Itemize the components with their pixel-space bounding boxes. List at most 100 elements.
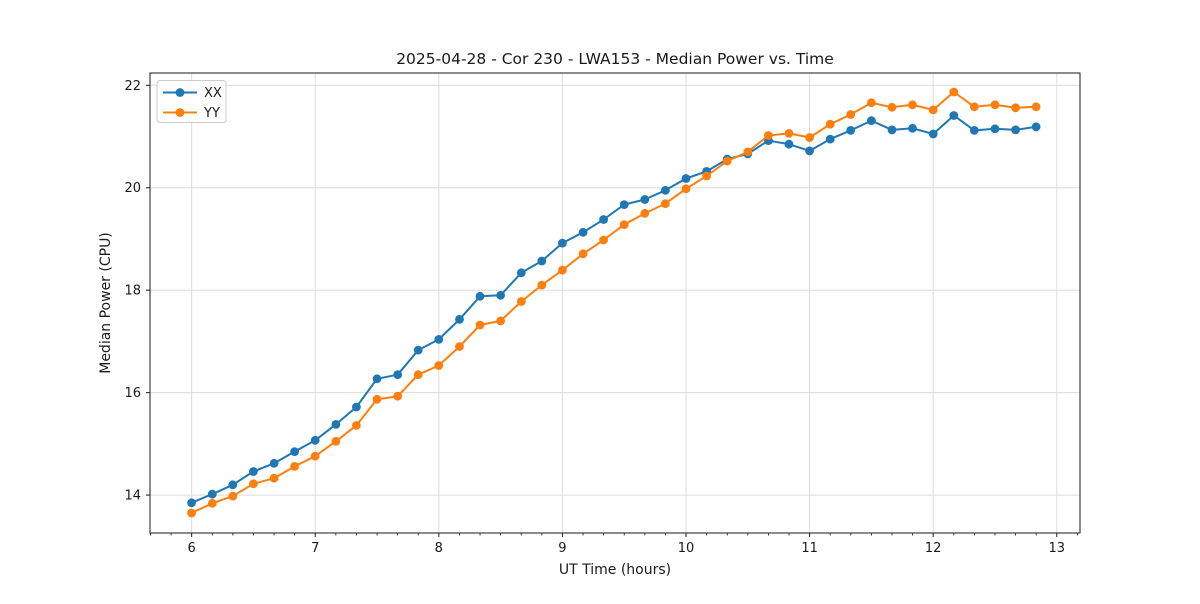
data-point-YY [846, 110, 856, 119]
data-point-XX [640, 195, 650, 204]
x-tick-label-12: 12 [925, 541, 942, 556]
data-point-YY [455, 342, 464, 351]
x-axis-label: UT Time (hours) [559, 562, 671, 578]
data-point-XX [249, 467, 258, 476]
data-point-XX [969, 125, 979, 135]
data-point-YY [228, 491, 238, 501]
data-point-YY [969, 102, 979, 112]
data-point-YY [805, 133, 814, 142]
data-point-XX [455, 315, 464, 324]
data-point-YY [722, 156, 732, 166]
data-point-YY [867, 98, 876, 108]
data-point-YY [537, 280, 547, 290]
data-point-XX [269, 458, 279, 468]
data-point-XX [681, 174, 691, 183]
data-point-XX [661, 185, 670, 195]
data-point-XX [949, 111, 959, 120]
data-point-XX [1011, 125, 1020, 135]
series-YY [187, 87, 1041, 518]
plot-border [149, 72, 1081, 534]
data-point-YY [516, 297, 526, 306]
data-point-XX [558, 238, 567, 248]
data-point-XX [516, 268, 526, 278]
data-point-YY [434, 361, 444, 370]
data-point-XX [825, 134, 835, 144]
legend-marker-icon [175, 108, 185, 117]
data-point-YY [702, 171, 711, 181]
data-point-YY [496, 316, 505, 326]
y-tick-label-22: 22 [124, 79, 141, 94]
data-point-XX [207, 489, 217, 499]
y-tick-label-18: 18 [124, 284, 141, 299]
chart-title: 2025-04-28 - Cor 230 - LWA153 - Median P… [396, 50, 834, 68]
data-point-YY [413, 370, 423, 380]
series-line-XX [190, 114, 1038, 504]
data-point-XX [846, 125, 856, 135]
data-point-YY [908, 100, 917, 110]
x-tick-label-13: 13 [1048, 541, 1065, 556]
data-point-XX [537, 256, 547, 266]
data-point-XX [599, 215, 608, 224]
series-XX [187, 111, 1041, 508]
data-point-YY [331, 436, 341, 446]
data-point-YY [661, 199, 670, 209]
data-point-YY [372, 394, 382, 404]
x-tick-label-11: 11 [801, 541, 818, 556]
data-point-XX [372, 374, 382, 384]
data-point-YY [558, 265, 567, 275]
series-line-YY [190, 91, 1038, 514]
data-point-YY [784, 129, 794, 138]
data-point-YY [207, 498, 217, 508]
data-point-XX [331, 420, 341, 429]
data-point-YY [269, 473, 279, 483]
data-point-XX [290, 447, 299, 456]
x-tick-label-10: 10 [678, 541, 695, 556]
data-point-XX [496, 290, 505, 300]
data-point-YY [475, 320, 485, 330]
x-tick-label-6: 6 [188, 541, 196, 556]
data-point-YY [949, 87, 959, 97]
data-series [187, 87, 1041, 518]
data-point-YY [1011, 103, 1020, 113]
data-point-YY [249, 479, 258, 489]
data-point-YY [1031, 102, 1041, 112]
data-point-YY [352, 421, 361, 430]
x-tick-label-9: 9 [558, 541, 566, 556]
data-point-YY [928, 105, 938, 115]
legend-label-YY: YY [203, 106, 220, 121]
data-point-YY [393, 391, 403, 401]
data-point-XX [352, 402, 361, 412]
data-point-YY [825, 119, 835, 129]
data-point-XX [475, 291, 485, 301]
data-point-XX [413, 345, 423, 355]
data-point-XX [805, 146, 814, 156]
y-tick-label-14: 14 [124, 489, 141, 504]
data-point-XX [434, 335, 444, 344]
data-point-XX [928, 129, 938, 139]
data-point-XX [867, 116, 876, 125]
data-point-XX [393, 370, 403, 380]
x-tick-label-7: 7 [311, 541, 319, 556]
data-point-YY [990, 100, 1000, 110]
data-point-YY [187, 508, 197, 518]
legend-entry-YY: YY [163, 106, 220, 121]
axis-ticks: 6 7 8 9 10 11 12 13 14 16 18 20 22 [124, 79, 1078, 556]
x-tick-label-8: 8 [435, 541, 443, 556]
data-point-XX [784, 139, 794, 149]
data-point-YY [578, 249, 588, 259]
y-tick-label-16: 16 [124, 386, 141, 401]
data-point-XX [228, 480, 238, 490]
data-point-XX [887, 125, 897, 135]
data-point-YY [640, 209, 650, 218]
data-point-YY [599, 235, 608, 245]
data-point-YY [764, 131, 773, 140]
data-point-XX [908, 123, 917, 133]
legend-entry-XX: XX [163, 86, 222, 101]
data-point-YY [290, 462, 299, 471]
legend-label-XX: XX [204, 86, 222, 101]
y-tick-label-20: 20 [124, 181, 141, 196]
data-point-YY [619, 220, 629, 230]
data-point-XX [990, 124, 1000, 134]
